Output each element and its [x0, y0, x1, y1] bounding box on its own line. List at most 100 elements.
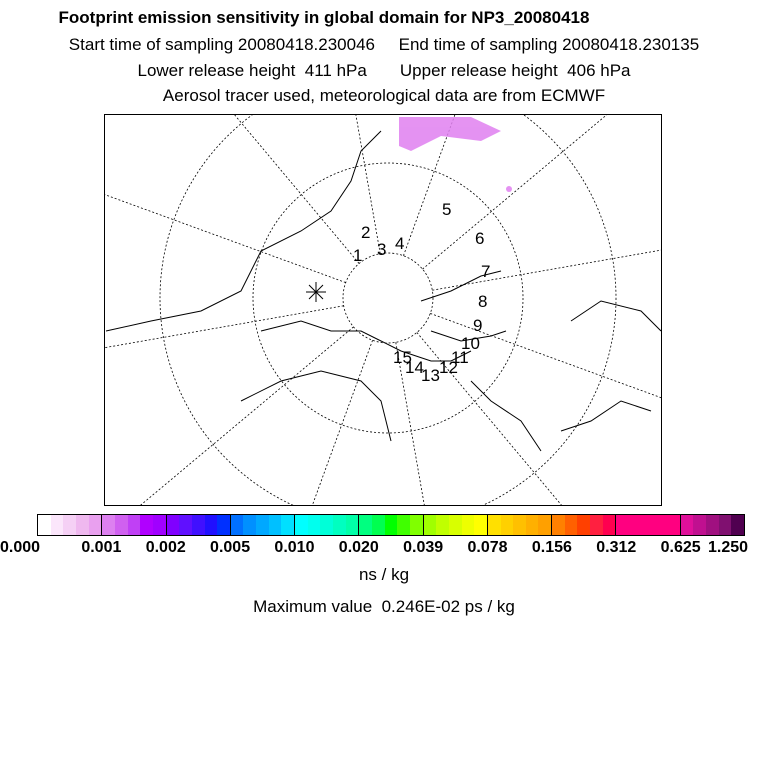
legend-color: [384, 515, 398, 535]
meridian: [335, 0, 381, 254]
trajectory-label: 8: [478, 292, 487, 311]
legend-color: [500, 515, 514, 535]
legend-segment: [166, 515, 231, 535]
legend-color: [731, 515, 744, 535]
legend-color: [448, 515, 462, 535]
legend-color: [114, 515, 128, 535]
meridian: [430, 313, 764, 436]
release-heights: Lower release height 411 hPa Upper relea…: [137, 61, 631, 80]
legend-segment: [680, 515, 744, 535]
legend-color: [38, 515, 51, 535]
legend-color: [281, 515, 295, 535]
trajectory-label: 4: [395, 234, 404, 253]
legend-color: [50, 515, 64, 535]
legend-color: [320, 515, 334, 535]
trajectory-label: 9: [473, 316, 482, 335]
legend-color: [693, 515, 706, 535]
legend-color: [179, 515, 192, 535]
legend-color: [629, 515, 642, 535]
legend-color: [680, 515, 694, 535]
legend-color: [140, 515, 153, 535]
legend-segment: [487, 515, 553, 535]
legend-color: [590, 515, 603, 535]
legend-color: [705, 515, 719, 535]
legend-color: [525, 515, 539, 535]
legend-color: [538, 515, 552, 535]
plot-title: Footprint emission sensitivity in global…: [58, 8, 590, 27]
legend-color: [513, 515, 526, 535]
legend-color: [667, 515, 680, 535]
legend-color: [63, 515, 76, 535]
legend-tick: 0.625: [660, 539, 701, 556]
sampling-times: Start time of sampling 20080418.230046 E…: [68, 35, 700, 54]
sensitivity-plume: [399, 117, 512, 192]
max-value: Maximum value 0.246E-02 ps / kg: [253, 597, 515, 616]
legend-tick: 0.010: [274, 539, 315, 556]
legend-color: [474, 515, 487, 535]
trajectory-label: 14: [405, 358, 424, 377]
trajectory-label: 11: [451, 348, 469, 367]
legend-color: [345, 515, 359, 535]
legend-tick: 0.001: [81, 539, 122, 556]
legend-color: [102, 515, 115, 535]
trajectory-label: 7: [481, 262, 490, 281]
legend-color: [268, 515, 282, 535]
legend-segment: [552, 515, 617, 535]
meridian: [137, 0, 360, 264]
legend-color: [602, 515, 616, 535]
legend-tick: 0.039: [403, 539, 444, 556]
legend-color: [718, 515, 732, 535]
legend-tick: 0.000: [0, 539, 41, 556]
legend-color: [641, 515, 655, 535]
trajectory-label: 13: [421, 366, 440, 385]
legend-color: [359, 515, 372, 535]
legend-tick: 1.250: [707, 539, 749, 556]
legend-color: [487, 515, 501, 535]
legend-segment: [295, 515, 360, 535]
legend-color: [333, 515, 346, 535]
legend-color: [217, 515, 230, 535]
legend-color: [152, 515, 166, 535]
legend-tick: 0.020: [338, 539, 379, 556]
legend-color: [191, 515, 205, 535]
legend-color: [166, 515, 180, 535]
meridian: [81, 326, 354, 556]
legend-segment: [423, 515, 488, 535]
graticule: [0, 0, 768, 693]
legend-color: [577, 515, 591, 535]
legend-color: [461, 515, 475, 535]
legend-segment: [616, 515, 681, 535]
legend-color: [75, 515, 89, 535]
legend-color: [88, 515, 102, 535]
legend-color: [423, 515, 437, 535]
legend-color: [243, 515, 257, 535]
trajectory-label: 6: [475, 229, 484, 248]
coastlines: [105, 130, 662, 452]
trajectory-label: 10: [461, 334, 480, 353]
meridian: [250, 340, 373, 674]
legend-color: [256, 515, 269, 535]
legend-tick: 0.002: [145, 539, 186, 556]
unit-label: ns / kg: [358, 565, 410, 584]
trajectory-label: 3: [377, 240, 386, 259]
legend-color: [409, 515, 423, 535]
legend-segment: [359, 515, 424, 535]
legend-tick: 0.156: [531, 539, 572, 556]
trajectory-label: 15: [393, 348, 412, 367]
legend-color: [436, 515, 449, 535]
color-legend: [37, 514, 745, 536]
meridian: [0, 305, 344, 367]
legend-color: [307, 515, 321, 535]
trajectory-label: 12: [439, 358, 458, 377]
legend-segment: [230, 515, 296, 535]
legend-tick: 0.312: [596, 539, 637, 556]
legend-color: [564, 515, 578, 535]
legend-tick: 0.005: [210, 539, 251, 556]
legend-color: [616, 515, 630, 535]
trajectory-label: 5: [442, 200, 451, 219]
legend-color: [371, 515, 385, 535]
legend-color: [654, 515, 668, 535]
meridian: [432, 230, 768, 291]
asterisk-icon: [306, 282, 326, 302]
